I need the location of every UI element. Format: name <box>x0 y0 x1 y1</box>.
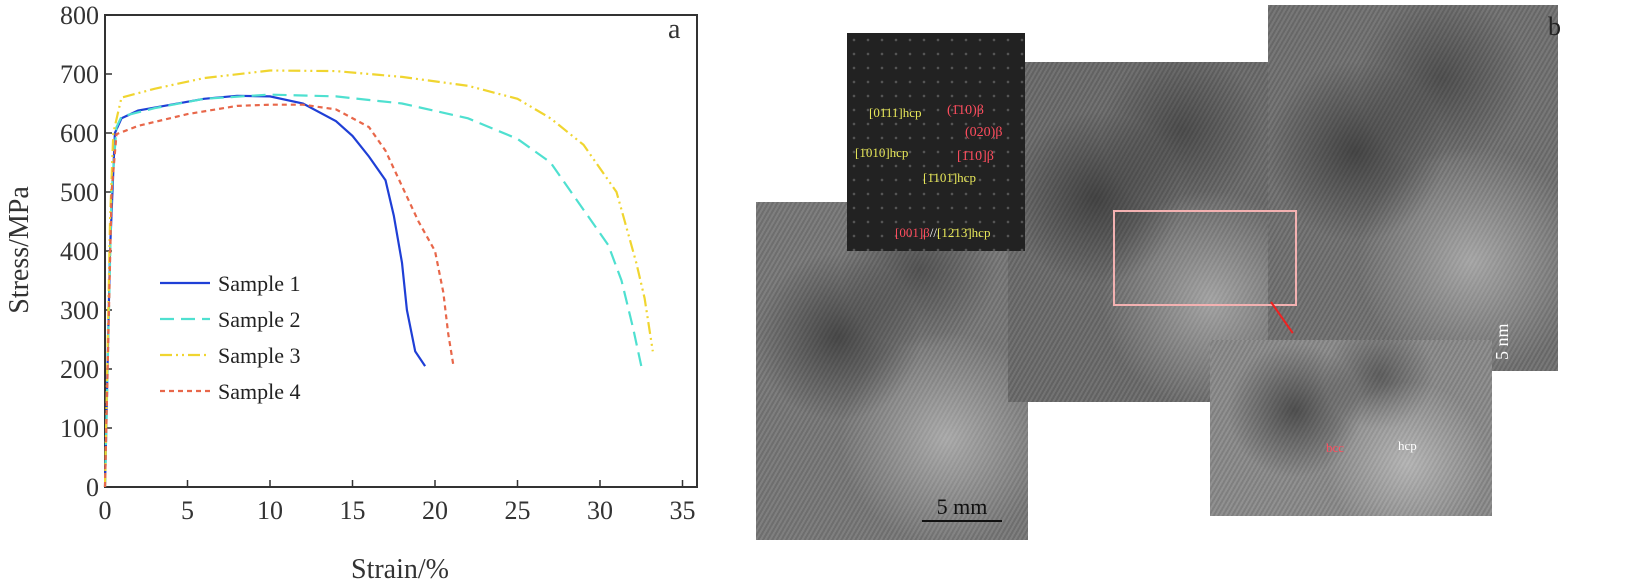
legend-label: Sample 3 <box>218 343 301 368</box>
y-tick-label: 700 <box>60 60 99 89</box>
hrtem-tile-right <box>1268 5 1558 371</box>
x-tick-label: 10 <box>257 496 283 525</box>
x-tick-label: 30 <box>587 496 613 525</box>
panel-label-a: a <box>668 14 681 45</box>
y-tick-label: 200 <box>60 355 99 384</box>
tem-micrograph-panel: bcc hcp [01̄11]hcp (1̄10)β (020)β [1̄010… <box>750 0 1628 586</box>
series-line-sample-3 <box>103 69 654 488</box>
stress-strain-chart: 0 5 10 15 20 25 30 350100200300400500600700800 … <box>4 1 698 585</box>
saed-label-hcp-1010: [1̄010]hcp <box>855 145 909 160</box>
saed-label-hcp-0111: [01̄11]hcp <box>869 105 922 120</box>
scale-bar-main-text: 5 mm <box>936 494 988 519</box>
y-tick-label: 500 <box>60 178 99 207</box>
series-line-sample-2 <box>103 93 643 488</box>
scale-bar-main-line <box>922 520 1002 522</box>
x-tick-label: 0 <box>99 496 112 525</box>
panel-label-b: b <box>1548 12 1561 41</box>
x-tick-label: 25 <box>505 496 531 525</box>
saed-label-beta-110bar: (1̄10)β <box>947 103 984 118</box>
y-tick-label: 600 <box>60 119 99 148</box>
y-tick-label: 300 <box>60 296 99 325</box>
y-tick-label: 100 <box>60 414 99 443</box>
saed-label-beta-110: [1̄10]β <box>957 149 994 164</box>
y-axis-label: Stress/MPa <box>4 186 35 314</box>
scale-bar-main: 5 mm <box>922 494 1002 522</box>
zone-sep: // <box>929 225 938 240</box>
x-tick-label: 35 <box>670 496 696 525</box>
saed-label-hcp-1101: [1̄101̄]hcp <box>923 170 976 185</box>
hrtem-tile-left <box>756 202 1028 540</box>
legend-label: Sample 4 <box>218 379 301 404</box>
selected-region-box <box>1113 210 1297 306</box>
bcc-label: bcc <box>1326 440 1345 455</box>
x-tick-label: 20 <box>422 496 448 525</box>
x-tick-label: 5 <box>181 496 194 525</box>
zone-beta: [001]β <box>895 225 930 240</box>
saed-pattern: [01̄11]hcp (1̄10)β (020)β [1̄010]hcp [1̄… <box>847 33 1025 251</box>
saed-zone-axis: [001]β//[12̄13̄]hcp <box>895 225 990 241</box>
zone-hcp: [12̄13̄]hcp <box>937 225 991 240</box>
x-axis-label: Strain/% <box>351 554 449 585</box>
y-tick-label: 400 <box>60 237 99 266</box>
hrtem-inset-zoom: bcc hcp <box>1210 340 1492 516</box>
legend: Sample 1 Sample 2 Sample 3 Sample 4 <box>160 271 301 404</box>
legend-label: Sample 2 <box>218 307 301 332</box>
y-tick-label: 800 <box>60 1 99 30</box>
scale-bar-side: 5 nm <box>1492 323 1512 360</box>
y-tick-label: 0 <box>86 473 99 502</box>
legend-label: Sample 1 <box>218 271 301 296</box>
hcp-label: hcp <box>1398 438 1417 453</box>
x-tick-label: 15 <box>340 496 366 525</box>
series-line-sample-4 <box>103 103 455 488</box>
saed-label-beta-020: (020)β <box>965 125 1003 140</box>
